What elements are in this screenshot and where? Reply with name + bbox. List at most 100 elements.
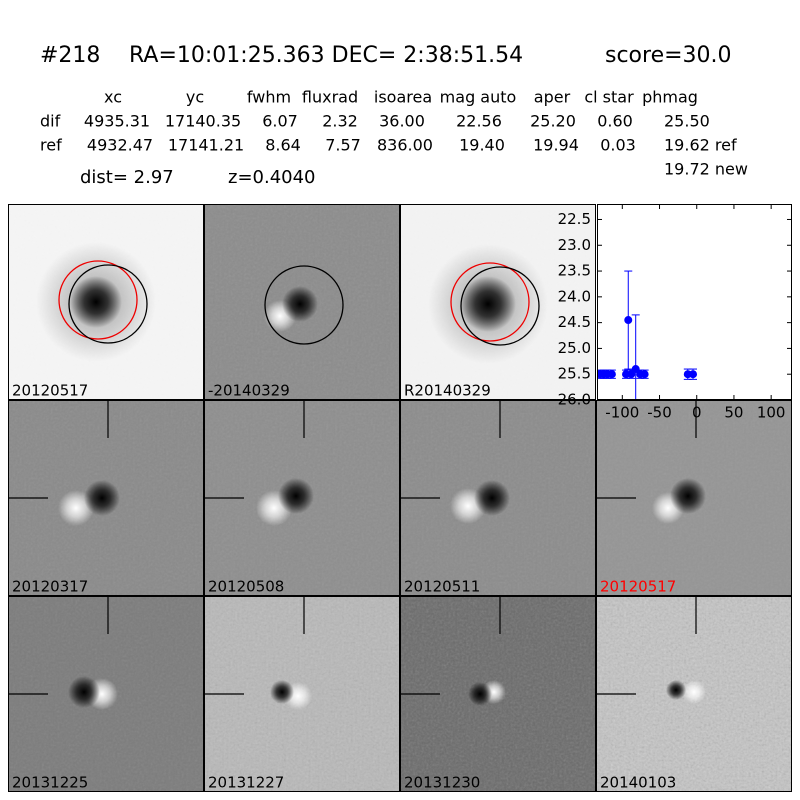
column-header: mag auto — [440, 88, 517, 107]
table-cell: 836.00 — [377, 136, 433, 155]
table-cell: 6.07 — [262, 112, 298, 131]
aperture-circle — [68, 264, 148, 344]
coordinates: RA=10:01:25.363 DEC= 2:38:51.54 — [129, 43, 523, 68]
stamp: 20120517 — [596, 400, 792, 596]
x-tick-label: 0 — [692, 404, 702, 422]
stamp-label: 20140103 — [600, 774, 676, 792]
aperture-circle — [264, 265, 344, 345]
table-cell: 0.03 — [600, 136, 636, 155]
aperture-circle — [450, 262, 530, 342]
dark-blob — [460, 276, 516, 332]
stamp-border — [8, 204, 204, 400]
x-tick-label: 50 — [724, 404, 743, 422]
bright-blob — [682, 680, 706, 704]
y-tick-label: 22.5 — [558, 210, 591, 228]
y-tick-label: 25.0 — [558, 339, 591, 357]
stamp-border — [204, 596, 400, 792]
stamp-border — [400, 204, 596, 400]
object-id: #218 — [40, 43, 100, 68]
dark-blob — [270, 680, 294, 704]
y-tick-label: 24.5 — [558, 313, 591, 331]
column-header: fwhm — [247, 88, 291, 107]
stamp-label: 20131227 — [208, 774, 284, 792]
stamp-label: 20120517 — [12, 382, 88, 400]
table-cell: 0.60 — [597, 112, 633, 131]
column-header: phmag — [642, 88, 698, 107]
table-cell: 25.20 — [530, 112, 576, 131]
dark-blob — [68, 676, 100, 708]
table-cell: 8.64 — [265, 136, 301, 155]
dark-blob — [666, 680, 686, 700]
stamp: 20131230 — [400, 596, 596, 792]
aperture-circle — [58, 260, 138, 340]
stamp-label: 20120508 — [208, 578, 284, 596]
stamp-border — [8, 400, 204, 596]
table-cell: 19.94 — [533, 136, 579, 155]
dark-blob — [474, 480, 510, 516]
data-point — [607, 370, 616, 379]
dark-blob — [282, 286, 318, 322]
data-point — [640, 370, 649, 379]
y-tick-label: 23.5 — [558, 262, 591, 280]
dark-blob — [84, 480, 120, 516]
y-tick-label: 25.5 — [558, 365, 591, 383]
dark-blob — [670, 478, 706, 514]
column-header: cl star — [584, 88, 634, 107]
stamp-label: 20131225 — [12, 774, 88, 792]
stamp-label: 20120517 — [600, 578, 676, 596]
redshift: z=0.4040 — [228, 167, 316, 188]
plot-background — [597, 204, 792, 400]
stamp-label: 20120317 — [12, 578, 88, 596]
data-point — [627, 370, 636, 379]
dark-blob — [468, 682, 492, 706]
x-tick-label: -100 — [605, 404, 639, 422]
stamp-label: -20140329 — [208, 382, 290, 400]
stamp: 20120517 — [8, 204, 204, 400]
dark-blob — [278, 478, 314, 514]
aperture-circle — [460, 266, 540, 346]
stamp: R20140329 — [400, 204, 596, 400]
stamp-border — [8, 596, 204, 792]
score: score=30.0 — [605, 43, 732, 68]
light-curve: 22.5 23.0 23.5 24.0 24.5 25.0 25.5 26.0 -100 -50 0… — [558, 204, 792, 422]
row-label: ref — [40, 136, 62, 155]
data-point — [689, 370, 698, 379]
table-cell: 17140.35 — [165, 112, 241, 131]
stamp: 20120317 — [8, 400, 204, 596]
table-cell: 4932.47 — [87, 136, 153, 155]
table-cell: 19.62 ref — [664, 136, 737, 155]
data-point — [624, 316, 633, 325]
column-header: yc — [186, 88, 204, 107]
stamp-label: R20140329 — [404, 382, 491, 400]
row-label: dif — [40, 112, 61, 131]
stamp-border — [400, 596, 596, 792]
stamp: 20131225 — [8, 596, 204, 792]
y-tick-label: 26.0 — [558, 391, 591, 409]
table-cell: 22.56 — [456, 112, 502, 131]
stamp: 20131227 — [204, 596, 400, 792]
data-point — [631, 365, 640, 374]
column-header: fluxrad — [302, 88, 358, 107]
stamp-border — [204, 400, 400, 596]
stamp-border — [400, 400, 596, 596]
stamp-border — [596, 596, 792, 792]
stamp: 20120511 — [400, 400, 596, 596]
dark-blob — [70, 276, 122, 328]
y-tick-label: 23.0 — [558, 236, 591, 254]
table-cell: 36.00 — [379, 112, 425, 131]
table-cell: 19.40 — [459, 136, 505, 155]
stamp-border — [204, 204, 400, 400]
table-cell: 2.32 — [322, 112, 358, 131]
column-header: aper — [534, 88, 571, 107]
table-cell: 25.50 — [664, 112, 710, 131]
table-cell: 4935.31 — [84, 112, 150, 131]
stamp-border — [596, 400, 792, 596]
plot-frame — [597, 204, 792, 400]
x-tick-label: 100 — [757, 404, 786, 422]
distance: dist= 2.97 — [80, 167, 174, 188]
stamp-label: 20131230 — [404, 774, 480, 792]
stamp: -20140329 — [204, 204, 400, 400]
stamp: 20120508 — [204, 400, 400, 596]
